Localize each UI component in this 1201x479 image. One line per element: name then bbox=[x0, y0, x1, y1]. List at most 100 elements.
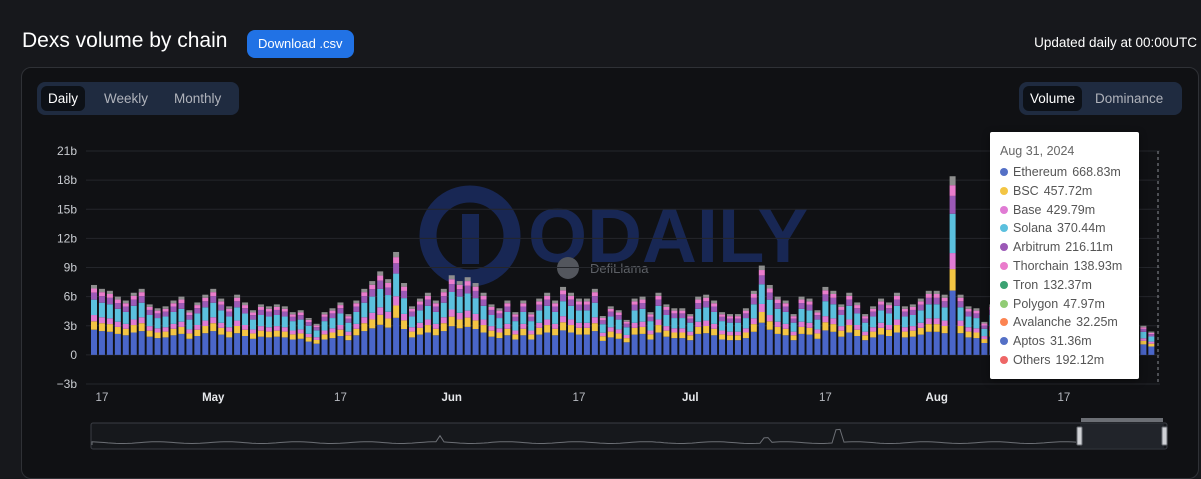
bar-stack[interactable] bbox=[210, 288, 217, 355]
bar-stack[interactable] bbox=[679, 308, 686, 355]
bar-stack[interactable] bbox=[202, 294, 209, 355]
bar-stack[interactable] bbox=[615, 310, 622, 355]
bar-stack[interactable] bbox=[528, 312, 535, 355]
bar-stack[interactable] bbox=[146, 304, 153, 355]
bar-stack[interactable] bbox=[480, 292, 487, 355]
bar-stack[interactable] bbox=[512, 312, 519, 355]
bar-stack[interactable] bbox=[186, 310, 193, 355]
bar-stack[interactable] bbox=[313, 323, 320, 355]
bar-stack[interactable] bbox=[162, 306, 169, 355]
bar-stack[interactable] bbox=[552, 300, 559, 355]
bar-stack[interactable] bbox=[440, 288, 447, 355]
bar-stack[interactable] bbox=[432, 300, 439, 355]
bar-stack[interactable] bbox=[583, 298, 590, 355]
bar-stack[interactable] bbox=[544, 292, 551, 355]
bar-stack[interactable] bbox=[965, 306, 972, 355]
bar-stack[interactable] bbox=[536, 298, 543, 355]
bar-stack[interactable] bbox=[886, 302, 892, 355]
bar-stack[interactable] bbox=[703, 294, 710, 355]
bar-stack[interactable] bbox=[655, 292, 662, 355]
bar-stack[interactable] bbox=[393, 251, 400, 355]
bar-stack[interactable] bbox=[957, 294, 964, 355]
bar-stack[interactable] bbox=[138, 288, 145, 355]
bar-stack[interactable] bbox=[560, 286, 567, 355]
bar-stack[interactable] bbox=[607, 306, 614, 355]
bar-stack[interactable] bbox=[353, 300, 360, 355]
bar-stack[interactable] bbox=[591, 288, 598, 355]
bar-stack[interactable] bbox=[941, 294, 948, 355]
period-weekly[interactable]: Weekly bbox=[104, 91, 149, 106]
download-csv-button[interactable]: Download .csv bbox=[247, 30, 354, 58]
bar-stack[interactable] bbox=[218, 298, 225, 355]
bar-stack[interactable] bbox=[504, 300, 511, 355]
bar-stack[interactable] bbox=[488, 304, 495, 355]
bar-stack[interactable] bbox=[575, 298, 582, 355]
bar-stack[interactable] bbox=[496, 308, 503, 355]
bar-stack[interactable] bbox=[599, 316, 606, 355]
bar-stack[interactable] bbox=[154, 308, 161, 355]
bar-stack[interactable] bbox=[472, 283, 479, 355]
bar-stack[interactable] bbox=[401, 283, 408, 355]
bar-stack[interactable] bbox=[273, 304, 280, 355]
bar-stack[interactable] bbox=[893, 292, 900, 355]
navigator-left-handle[interactable] bbox=[1076, 426, 1083, 446]
bar-stack[interactable] bbox=[949, 176, 956, 355]
bar-stack[interactable] bbox=[862, 314, 869, 355]
bar-stack[interactable] bbox=[631, 298, 638, 355]
bar-stack[interactable] bbox=[281, 306, 288, 355]
bar-stack[interactable] bbox=[448, 275, 455, 355]
bar-stack[interactable] bbox=[838, 304, 845, 355]
bar-stack[interactable] bbox=[647, 312, 654, 355]
bar-stack[interactable] bbox=[933, 290, 940, 355]
bar-stack[interactable] bbox=[424, 292, 431, 355]
bar-stack[interactable] bbox=[814, 310, 821, 355]
bar-stack[interactable] bbox=[917, 298, 924, 355]
bar-stack[interactable] bbox=[361, 288, 368, 355]
bar-stack[interactable] bbox=[671, 308, 678, 355]
bar-stack[interactable] bbox=[257, 304, 264, 355]
bar-stack[interactable] bbox=[790, 314, 797, 355]
bar-stack[interactable] bbox=[305, 317, 312, 355]
view-volume[interactable]: Volume bbox=[1023, 86, 1083, 111]
bar-stack[interactable] bbox=[901, 306, 908, 355]
bar-stack[interactable] bbox=[734, 314, 741, 355]
bar-stack[interactable] bbox=[337, 302, 344, 355]
bar-stack[interactable] bbox=[377, 271, 384, 355]
bar-stack[interactable] bbox=[568, 292, 574, 355]
bar-stack[interactable] bbox=[687, 314, 694, 355]
bar-stack[interactable] bbox=[623, 319, 630, 355]
period-monthly[interactable]: Monthly bbox=[174, 91, 222, 106]
bar-stack[interactable] bbox=[369, 281, 376, 355]
bar-stack[interactable] bbox=[520, 300, 527, 355]
bar-stack[interactable] bbox=[385, 279, 392, 355]
bar-stack[interactable] bbox=[329, 308, 336, 355]
bar-stack[interactable] bbox=[830, 290, 837, 355]
bar-stack[interactable] bbox=[782, 300, 789, 355]
bar-stack[interactable] bbox=[774, 296, 781, 355]
bar-stack[interactable] bbox=[711, 300, 718, 355]
bar-stack[interactable] bbox=[695, 296, 702, 355]
bar-stack[interactable] bbox=[750, 290, 757, 355]
bar-stack[interactable] bbox=[265, 306, 272, 355]
bar-stack[interactable] bbox=[854, 302, 861, 355]
bar-stack[interactable] bbox=[170, 300, 177, 355]
bar-stack[interactable] bbox=[456, 281, 463, 355]
bar-stack[interactable] bbox=[981, 321, 988, 355]
bar-stack[interactable] bbox=[925, 290, 932, 355]
bar-stack[interactable] bbox=[846, 292, 853, 355]
bar-stack[interactable] bbox=[727, 314, 733, 355]
bar-stack[interactable] bbox=[106, 290, 113, 355]
bar-stack[interactable] bbox=[242, 302, 249, 355]
view-dominance[interactable]: Dominance bbox=[1095, 91, 1164, 106]
bar-stack[interactable] bbox=[798, 296, 805, 355]
bar-stack[interactable] bbox=[758, 265, 765, 355]
bar-stack[interactable] bbox=[194, 302, 201, 355]
bar-stack[interactable] bbox=[719, 312, 726, 355]
bar-stack[interactable] bbox=[870, 306, 877, 355]
bar-stack[interactable] bbox=[91, 284, 97, 355]
bar-stack[interactable] bbox=[663, 304, 670, 355]
bar-stack[interactable] bbox=[416, 298, 423, 355]
bar-stack[interactable] bbox=[98, 288, 105, 355]
navigator-selection[interactable] bbox=[1080, 423, 1164, 449]
bar-stack[interactable] bbox=[822, 286, 829, 355]
